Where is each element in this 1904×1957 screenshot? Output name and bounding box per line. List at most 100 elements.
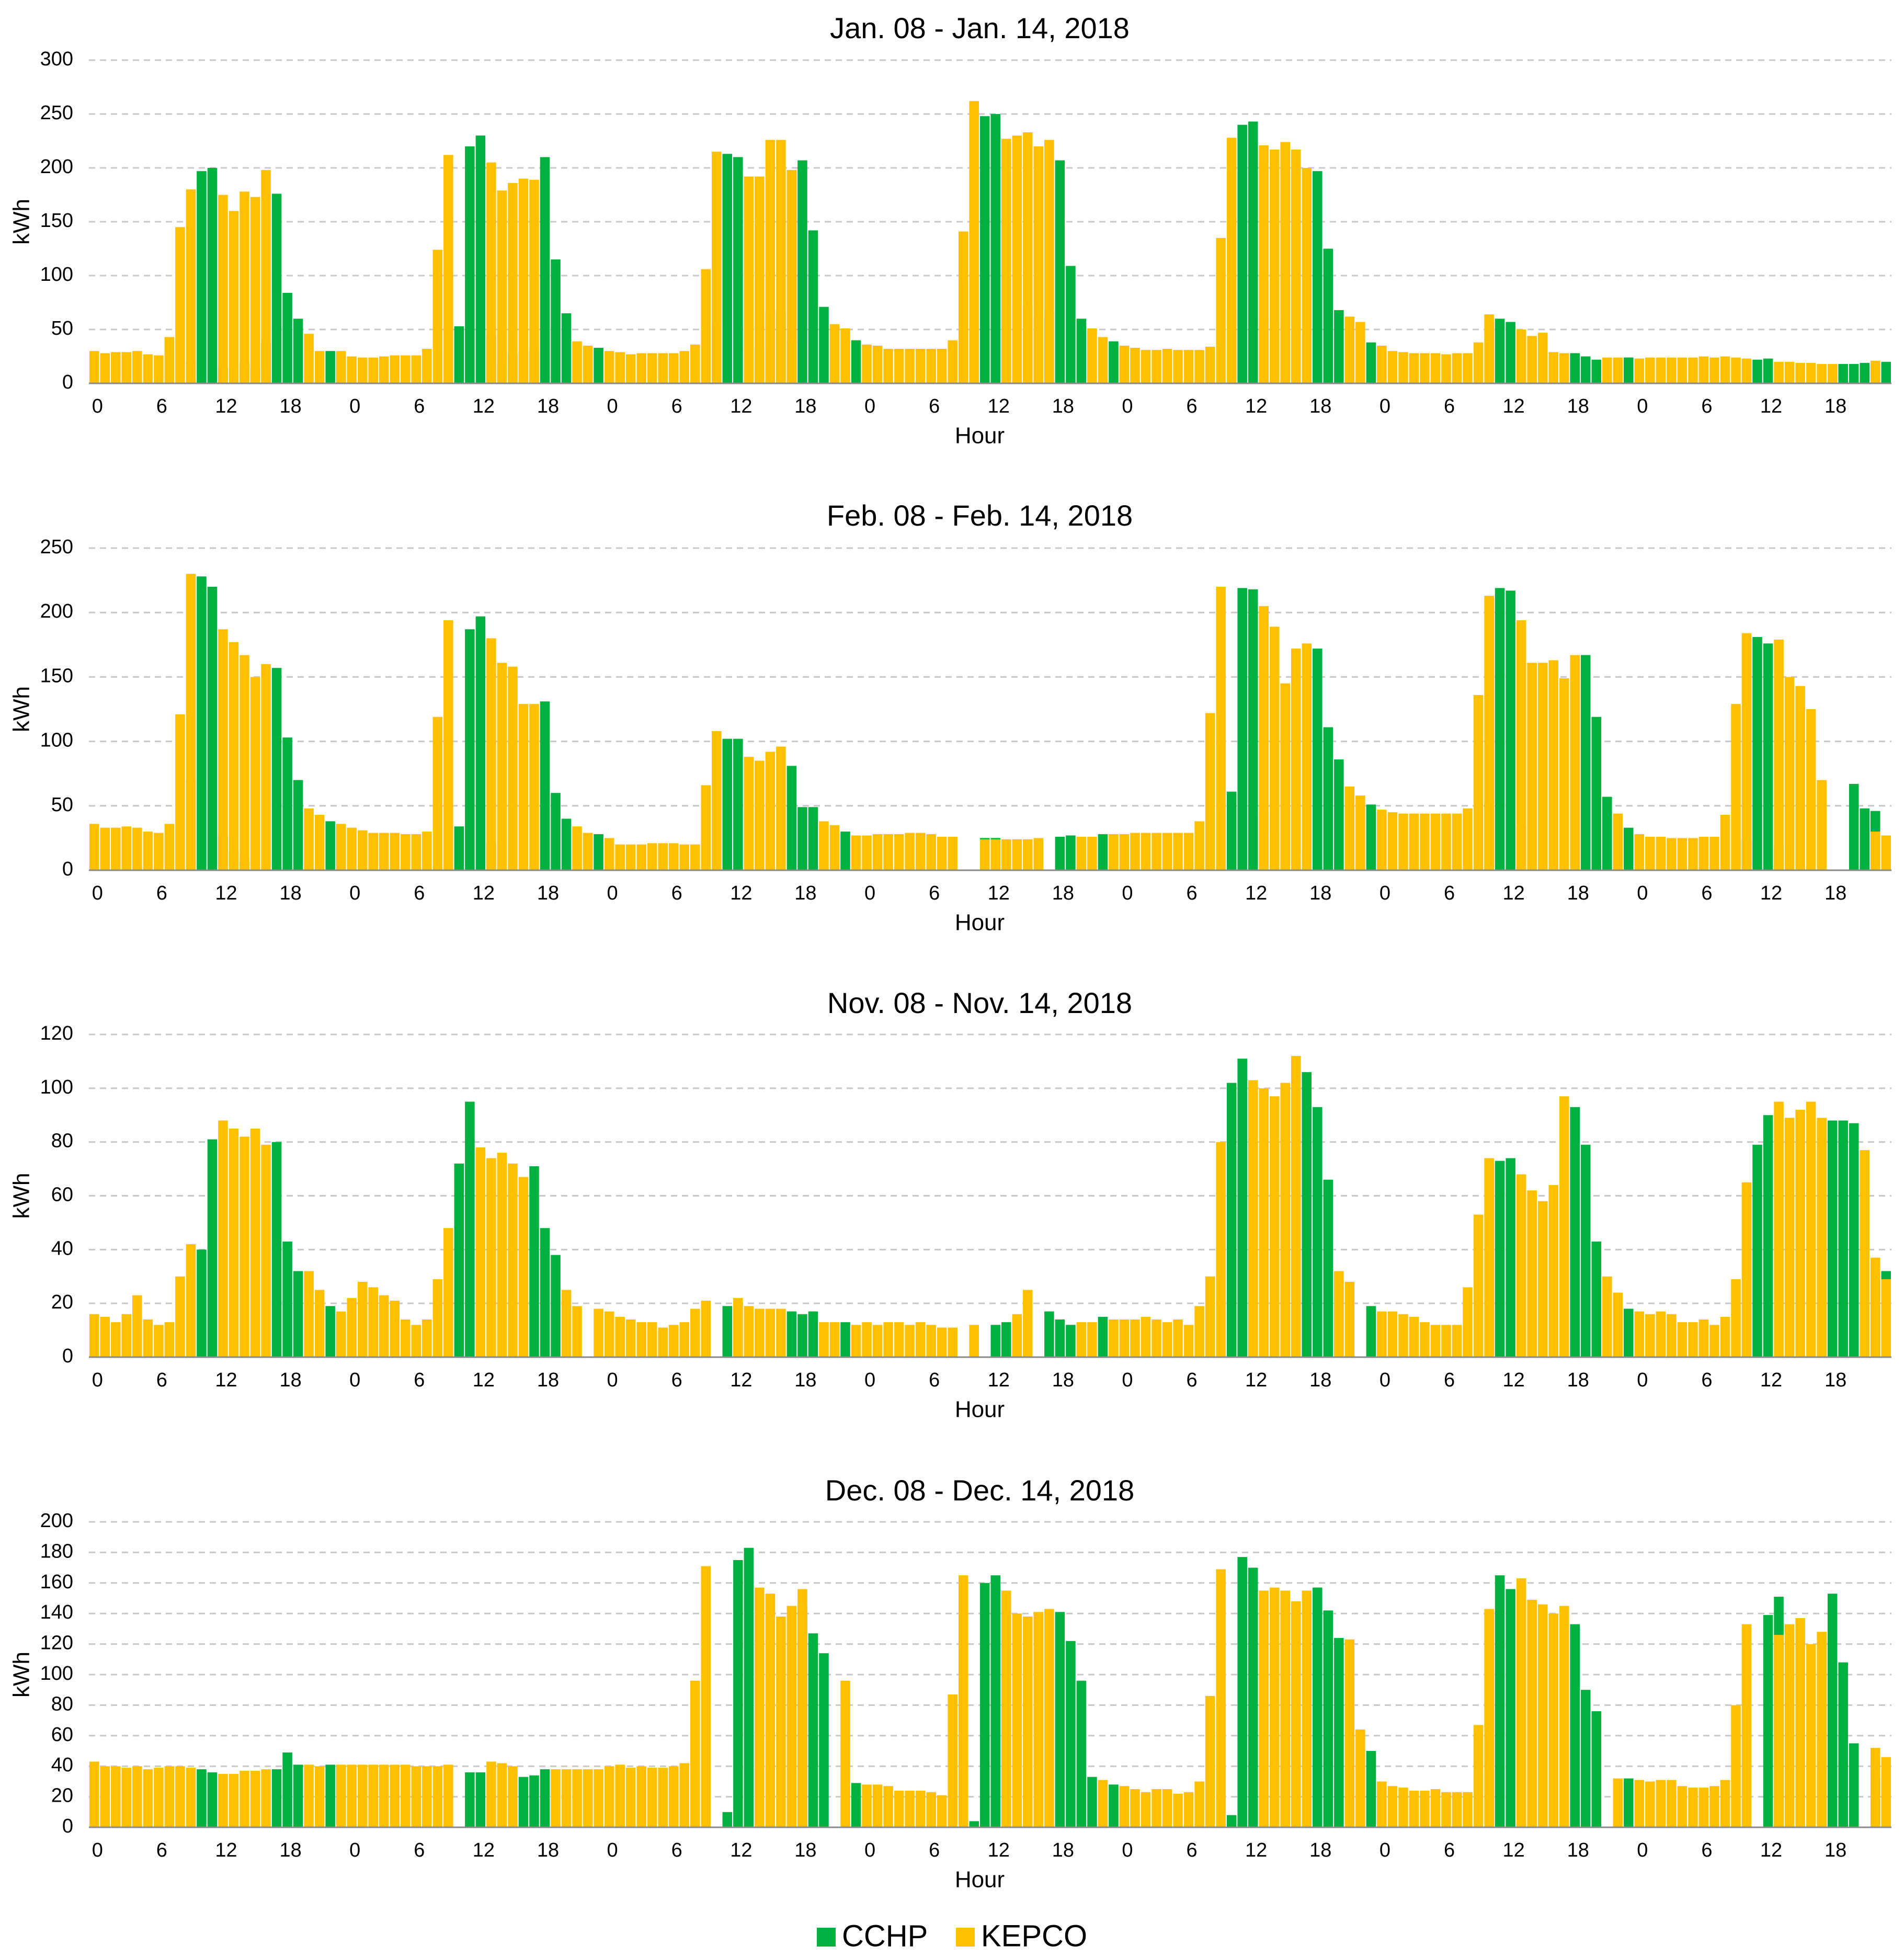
x-tick-label: 0 (607, 1839, 618, 1861)
bar-kepco (1817, 363, 1827, 383)
legend-label-kepco: KEPCO (981, 1919, 1087, 1953)
x-tick-label: 12 (1760, 882, 1782, 904)
bar-kepco (1548, 1613, 1558, 1827)
bar-kepco (443, 620, 453, 870)
bar-kepco (744, 757, 754, 870)
bar-kepco (1667, 1780, 1677, 1827)
bar-cchp (561, 818, 572, 870)
bar-cchp (990, 1575, 1001, 1827)
bar-kepco (647, 353, 657, 383)
bar-kepco (604, 351, 614, 383)
bar-kepco (1183, 1792, 1194, 1827)
bar-kepco (1194, 350, 1204, 383)
bar-kepco (1634, 1311, 1645, 1357)
y-tick-label: 120 (40, 1022, 73, 1044)
bar-kepco (1076, 1322, 1087, 1357)
x-tick-label: 18 (537, 882, 559, 904)
bar-cchp (797, 807, 807, 870)
bar-kepco (1377, 810, 1387, 870)
bar-kepco (1613, 1292, 1623, 1357)
bar-kepco (851, 1325, 861, 1357)
bar-kepco (229, 211, 239, 383)
bar-kepco (776, 746, 786, 870)
bar-kepco (1151, 1319, 1161, 1357)
bar-kepco (937, 1795, 947, 1827)
bar-kepco (1012, 135, 1022, 383)
bar-kepco (1774, 639, 1784, 870)
x-tick-label: 0 (607, 395, 618, 417)
bar-cchp (1109, 341, 1119, 383)
bar-kepco (1709, 1325, 1719, 1357)
bar-kepco (154, 833, 164, 870)
bar-kepco (1409, 1316, 1419, 1358)
bar-kepco (186, 1768, 196, 1827)
bar-kepco (186, 189, 196, 383)
bar-kepco (1774, 1101, 1784, 1357)
bar-kepco (615, 352, 625, 383)
bar-cchp (282, 737, 292, 870)
bar-kepco (819, 1322, 829, 1357)
bar-kepco (1441, 354, 1451, 383)
bar-kepco (1248, 1080, 1258, 1357)
bar-kepco (1162, 1322, 1172, 1357)
bar-kepco (679, 351, 689, 383)
bar-kepco (883, 349, 893, 383)
bar-kepco (1473, 1214, 1484, 1357)
bar-kepco (1484, 1609, 1494, 1827)
x-tick-label: 18 (1309, 1369, 1331, 1391)
y-tick-label: 0 (62, 371, 73, 393)
bar-kepco (314, 815, 325, 870)
bar-kepco (111, 1766, 121, 1827)
bar-kepco (1183, 350, 1194, 383)
x-tick-label: 6 (1701, 1839, 1712, 1861)
bar-kepco (1452, 1792, 1462, 1827)
bar-kepco (1355, 322, 1365, 383)
bar-kepco (368, 1765, 378, 1827)
bar-kepco (89, 824, 99, 870)
bar-kepco (390, 833, 400, 870)
bar-kepco (368, 833, 378, 870)
bar-kepco (1741, 1624, 1752, 1827)
bar-kepco (572, 826, 582, 870)
x-tick-label: 6 (1444, 882, 1455, 904)
y-axis-label: kWh (9, 199, 35, 245)
bar-kepco (926, 834, 936, 870)
bar-kepco (1259, 1088, 1269, 1357)
x-tick-label: 6 (1444, 1369, 1455, 1391)
x-tick-label: 18 (1309, 395, 1331, 417)
x-tick-label: 12 (1502, 1839, 1524, 1861)
x-tick-label: 12 (473, 882, 495, 904)
bar-kepco (1527, 336, 1537, 383)
bar-cchp (990, 114, 1001, 383)
x-tick-label: 12 (215, 1369, 237, 1391)
bar-kepco (443, 1228, 453, 1357)
bar-kepco (1731, 357, 1741, 383)
bar-kepco (508, 1766, 518, 1827)
bar-kepco (926, 349, 936, 383)
x-tick-label: 6 (671, 1839, 682, 1861)
bar-kepco (1194, 1306, 1204, 1357)
bar-kepco (368, 1287, 378, 1357)
x-tick-label: 6 (929, 1839, 940, 1861)
bar-cchp (1044, 1311, 1054, 1357)
bar-kepco (1559, 353, 1569, 383)
bar-cchp (1624, 1778, 1634, 1827)
bar-kepco (1537, 663, 1548, 870)
bar-cchp (1752, 637, 1762, 870)
x-tick-label: 0 (92, 1369, 103, 1391)
bar-kepco (379, 356, 389, 383)
x-tick-label: 18 (1567, 1839, 1589, 1861)
bar-kepco (572, 1769, 582, 1827)
bar-kepco (432, 1279, 443, 1357)
x-tick-label: 0 (349, 1839, 360, 1861)
bar-kepco (411, 834, 421, 870)
bar-kepco (347, 1765, 357, 1827)
bar-kepco (690, 1309, 700, 1357)
bar-kepco (1205, 1276, 1215, 1357)
x-tick-label: 0 (1122, 395, 1133, 417)
bar-kepco (905, 1790, 915, 1827)
bar-kepco (765, 1309, 776, 1357)
bar-kepco (690, 1680, 700, 1827)
bar-cchp (1226, 791, 1237, 870)
bar-kepco (1656, 1311, 1666, 1357)
